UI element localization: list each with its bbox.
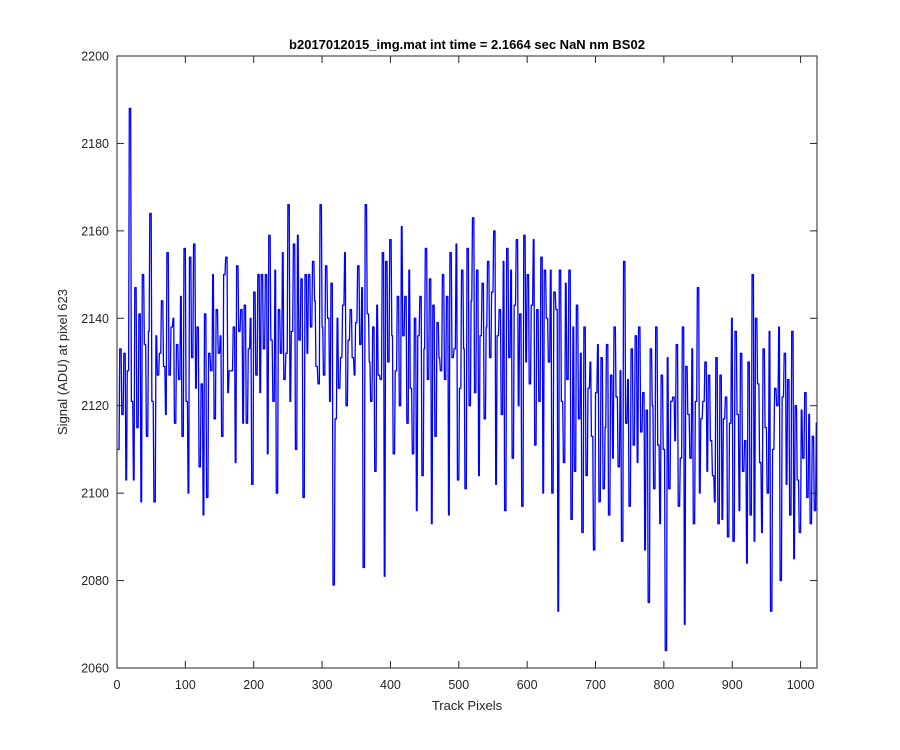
chart-title: b2017012015_img.mat int time = 2.1664 se… [289,37,645,52]
x-tick-label-0: 0 [114,678,121,692]
x-axis: 0 100 200 300 400 500 600 700 800 900 1000 [114,56,815,692]
y-tick-label-2180: 2180 [81,137,109,151]
x-tick-label-900: 900 [722,678,743,692]
y-tick-label-2080: 2080 [81,574,109,588]
series-layer [117,107,817,652]
y-tick-label-2140: 2140 [81,312,109,326]
x-tick-label-800: 800 [653,678,674,692]
x-tick-label-500: 500 [448,678,469,692]
x-axis-label: Track Pixels [432,698,503,713]
y-axis: 2060 2080 2100 2120 2140 2160 2180 2200 [81,50,817,676]
x-tick-label-100: 100 [175,678,196,692]
x-tick-label-600: 600 [517,678,538,692]
x-tick-label-300: 300 [312,678,333,692]
series-line-signal [117,107,817,652]
y-tick-label-2200: 2200 [81,50,109,64]
y-tick-label-2120: 2120 [81,399,109,413]
y-tick-label-2160: 2160 [81,224,109,238]
y-tick-label-2100: 2100 [81,487,109,501]
x-tick-label-700: 700 [585,678,606,692]
x-tick-label-200: 200 [243,678,264,692]
x-tick-label-1000: 1000 [787,678,815,692]
y-tick-label-2060: 2060 [81,662,109,676]
y-axis-label: Signal (ADU) at pixel 623 [55,289,70,435]
x-tick-label-400: 400 [380,678,401,692]
axes-box [116,55,818,669]
